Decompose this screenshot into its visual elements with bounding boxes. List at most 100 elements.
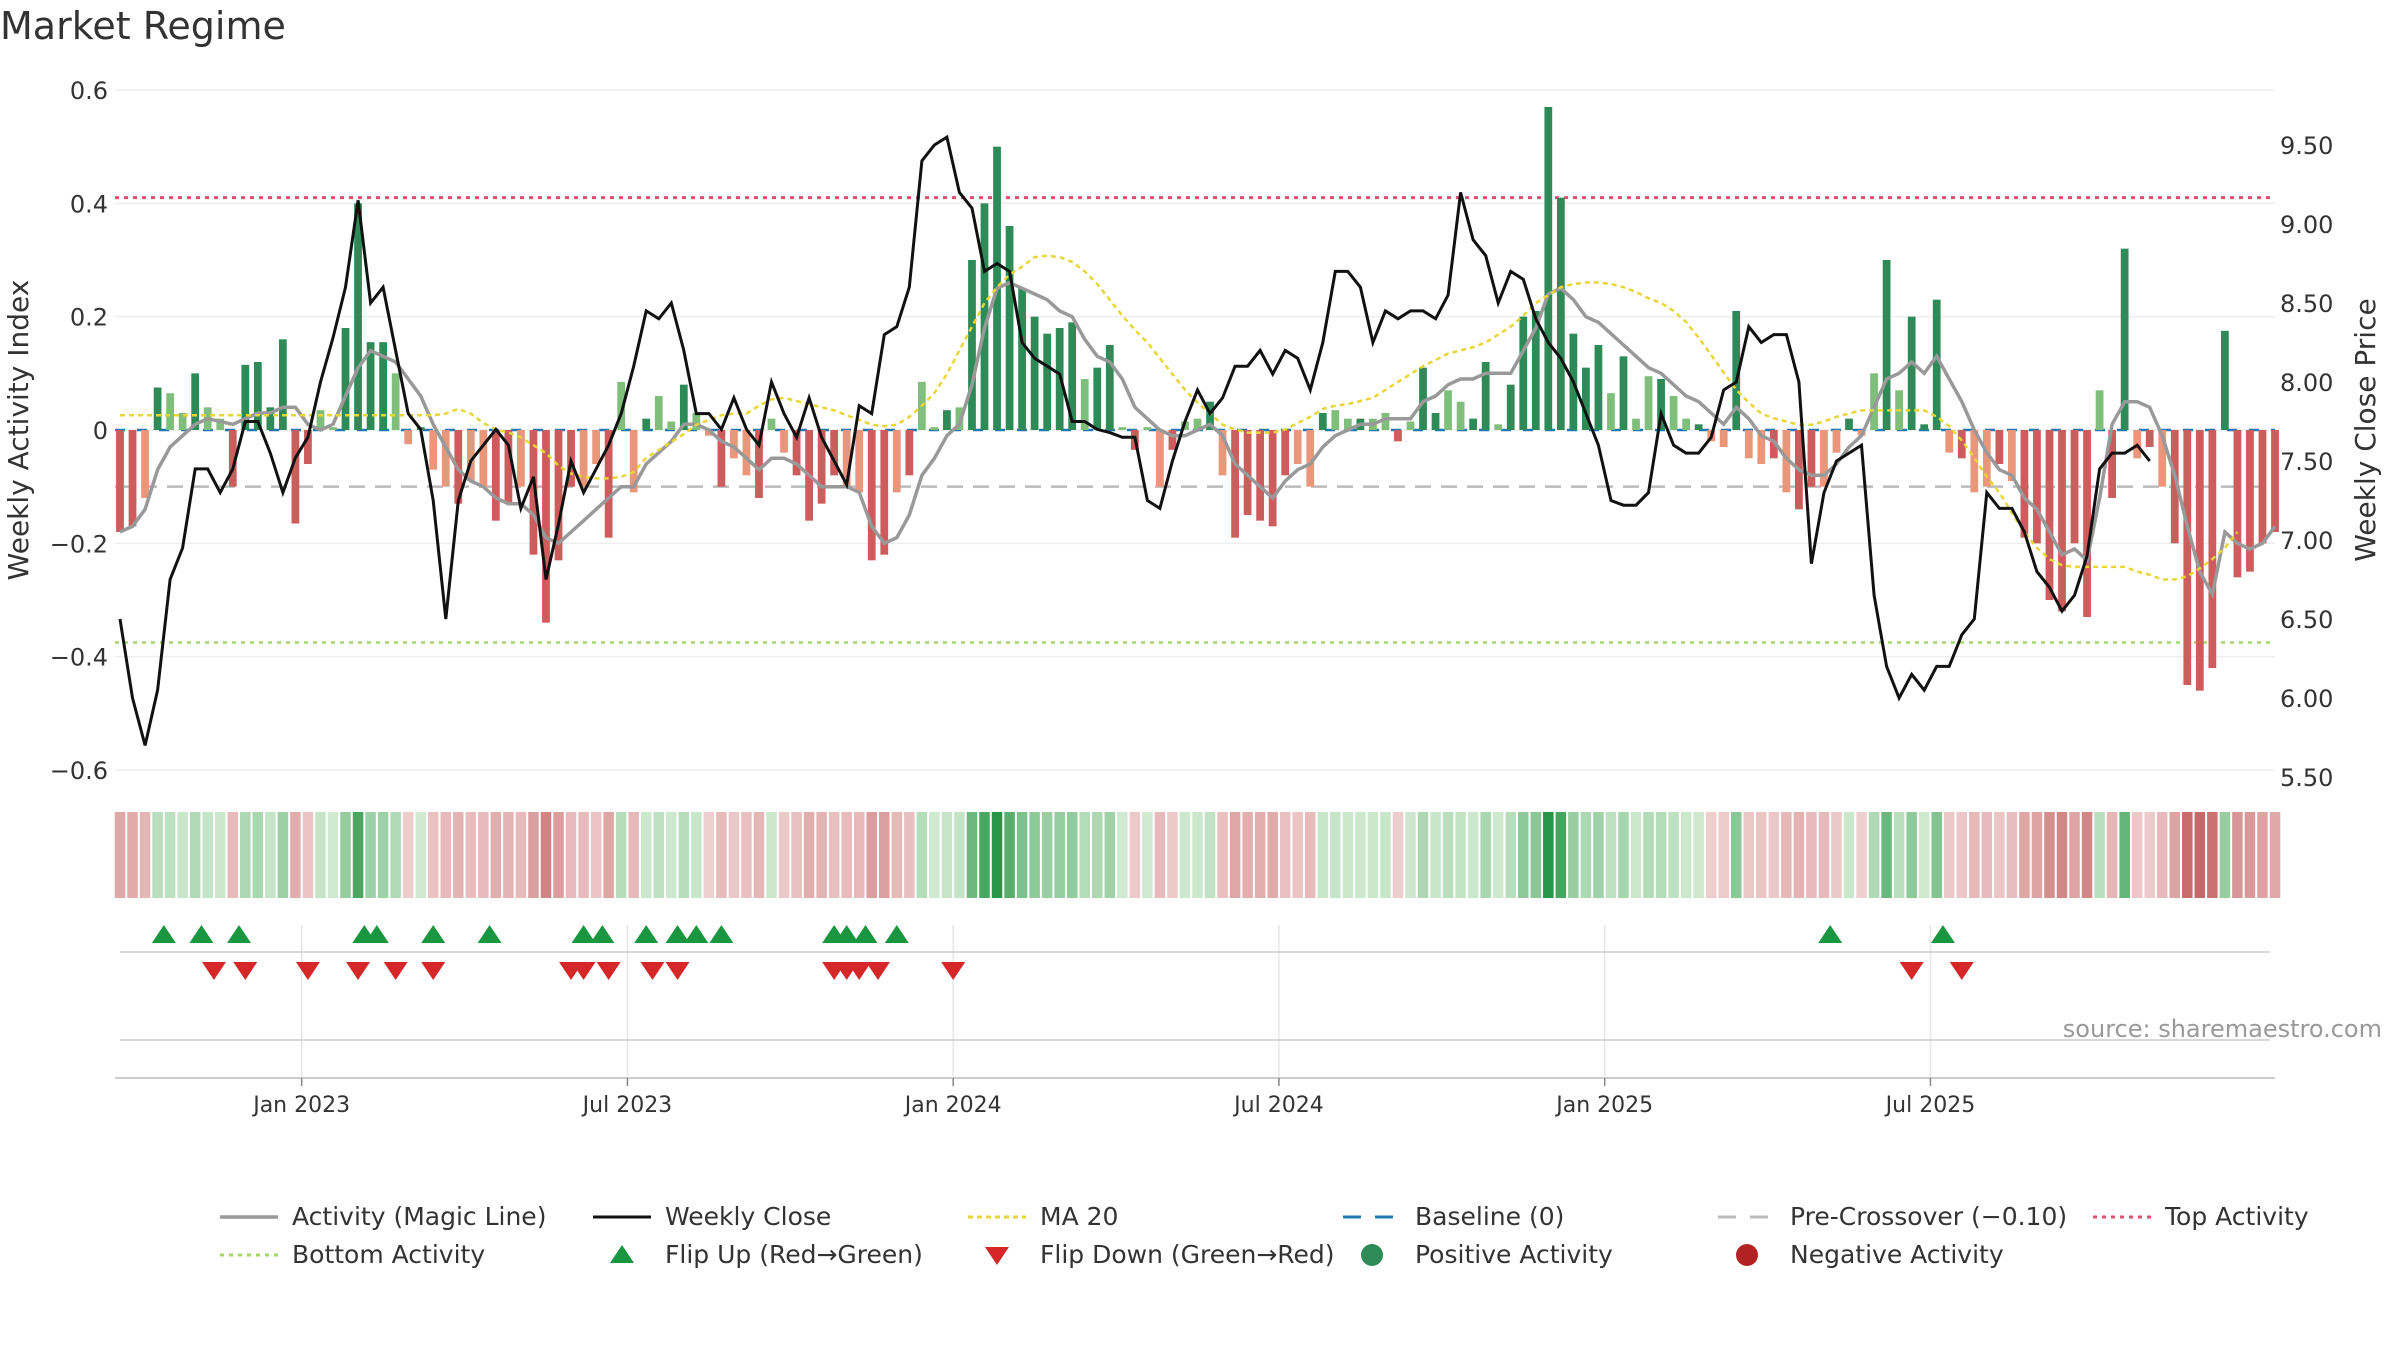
y2-tick-label: 7.00: [2280, 527, 2333, 555]
regime-cell: [1442, 812, 1454, 898]
regime-cell: [1680, 812, 1692, 898]
activity-bar: [1481, 362, 1490, 430]
regime-cell: [1104, 812, 1116, 898]
activity-bar: [166, 393, 175, 430]
axes: 0.6 0.4 0.2 0 −0.2 −0.4 −0.6 Weekly Activity In…: [2, 77, 2382, 792]
activity-bar: [1744, 430, 1753, 459]
regime-cell: [440, 812, 452, 898]
flip-up-marker: [665, 925, 690, 943]
regime-cell: [2081, 812, 2093, 898]
activity-bar: [391, 373, 400, 430]
activity-bar: [1469, 418, 1478, 430]
activity-bar: [1419, 367, 1427, 430]
regime-cell: [1467, 812, 1479, 898]
regime-cell: [703, 812, 715, 898]
legend-label: Flip Up (Red→Green): [665, 1240, 923, 1269]
activity-bar: [1431, 413, 1440, 430]
regime-cell: [1417, 812, 1429, 898]
regime-cell: [1580, 812, 1592, 898]
activity-bar: [1306, 430, 1315, 487]
activity-bar: [2008, 430, 2016, 481]
activity-bar: [2208, 430, 2217, 668]
activity-bar: [867, 430, 876, 561]
activity-bar: [1293, 430, 1302, 464]
regime-cell: [691, 812, 702, 898]
regime-cell: [1668, 812, 1679, 898]
regime-cell: [2044, 812, 2055, 898]
activity-bar: [379, 342, 387, 430]
regime-cell: [1229, 812, 1241, 898]
regime-cell: [2019, 812, 2030, 898]
regime-cell: [2169, 812, 2181, 898]
legend-item: Top Activity: [2093, 1202, 2309, 1231]
regime-cell: [177, 812, 188, 898]
regime-cell: [290, 812, 301, 898]
activity-bar: [404, 430, 413, 445]
activity-bar: [642, 418, 651, 430]
activity-bar: [730, 430, 738, 459]
regime-cell: [453, 812, 464, 898]
regime-strip: [114, 812, 2281, 898]
activity-bar: [1281, 430, 1290, 476]
x-tick-label: Jul 2023: [581, 1093, 673, 1118]
regime-cell: [590, 812, 602, 898]
flip-up-marker: [1930, 925, 1955, 943]
regime-cell: [1718, 812, 1729, 898]
legend-item: Flip Up (Red→Green): [610, 1240, 923, 1269]
activity-bar: [1218, 430, 1227, 476]
activity-bar: [1870, 373, 1878, 430]
regime-cell: [1994, 812, 2005, 898]
regime-cell: [2006, 812, 2018, 898]
regime-cell: [2244, 812, 2256, 898]
activity-bar: [291, 430, 300, 524]
y2-tick-label: 5.50: [2280, 764, 2333, 792]
regime-cell: [1192, 812, 1203, 898]
regime-cell: [816, 812, 827, 898]
activity-bar: [1619, 356, 1628, 430]
source-note: source: sharemaestro.com: [2062, 1015, 2382, 1043]
activity-bar: [2020, 430, 2029, 538]
regime-cell: [1655, 812, 1667, 898]
regime-cell: [227, 812, 239, 898]
activity-bar: [1607, 393, 1615, 430]
activity-bar: [2246, 430, 2254, 572]
regime-cell: [1079, 812, 1091, 898]
regime-cell: [2094, 812, 2105, 898]
flip-down-marker: [201, 962, 226, 980]
regime-cell: [1342, 812, 1354, 898]
activity-bar: [1907, 316, 1916, 430]
regime-cell: [1693, 812, 1704, 898]
activity-bar: [542, 430, 550, 623]
regime-cell: [2257, 812, 2268, 898]
regime-cell: [1505, 812, 1516, 898]
regime-cell: [1517, 812, 1529, 898]
activity-bar: [2033, 430, 2041, 544]
regime-cell: [1906, 812, 1917, 898]
activity-bar: [1657, 379, 1665, 430]
activity-bar: [278, 339, 287, 430]
activity-bar: [1970, 430, 1979, 493]
activity-bar: [2145, 430, 2154, 447]
y-tick-label: 0: [93, 417, 108, 445]
activity-bar: [1456, 401, 1465, 430]
activity-bar: [2271, 430, 2279, 532]
activity-bar: [579, 430, 588, 487]
regime-cell: [1129, 812, 1141, 898]
activity-bar: [755, 430, 763, 498]
activity-bar: [667, 421, 676, 430]
activity-bar: [1444, 390, 1452, 430]
activity-bar: [1018, 288, 1026, 430]
regime-cell: [1430, 812, 1441, 898]
regime-cell: [791, 812, 802, 898]
regime-cell: [1743, 812, 1755, 898]
regime-cell: [1981, 812, 1993, 898]
activity-bar: [1820, 430, 1828, 487]
regime-cell: [1931, 812, 1942, 898]
activity-bar: [1343, 418, 1352, 430]
regime-cell: [1380, 812, 1391, 898]
activity-bar: [1043, 333, 1052, 430]
regime-cell: [2106, 812, 2118, 898]
regime-cell: [653, 812, 665, 898]
activity-bar: [1757, 430, 1766, 464]
y2-tick-label: 9.50: [2280, 132, 2333, 160]
